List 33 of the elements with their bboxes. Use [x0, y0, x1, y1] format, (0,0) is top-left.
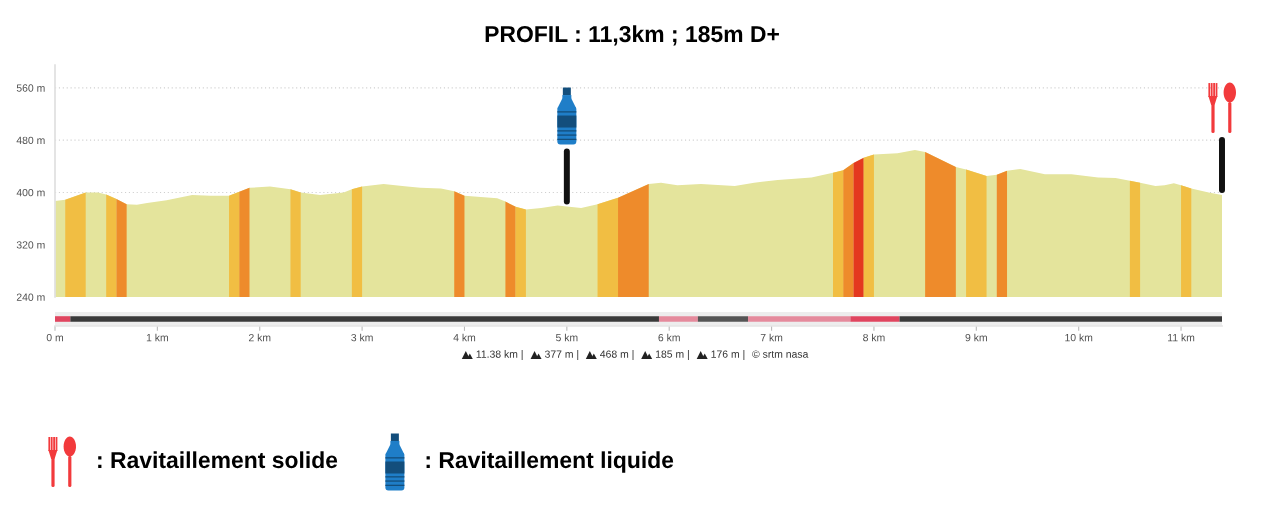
text: : Ravitaillement solide — [98, 451, 338, 469]
bar — [70, 316, 659, 322]
bar — [850, 316, 900, 322]
x-tick-label: 10 km — [1065, 333, 1093, 342]
x-tick-label: 7 km — [760, 333, 783, 342]
x-tick-label: 3 km — [351, 333, 373, 342]
y-tick-label: 320 m — [16, 241, 45, 249]
y-tick-label: 240 m — [16, 293, 45, 301]
x-tick-label: 5 km — [555, 333, 578, 342]
x-tick-label: 9 km — [965, 333, 987, 342]
x-tick-label: 4 km — [453, 333, 476, 342]
y-tick-label: 560 m — [16, 84, 45, 92]
text: 176 m | — [711, 350, 745, 360]
bar — [658, 316, 698, 322]
text: 468 m | — [600, 350, 634, 360]
x-tick-label: 11 km — [1168, 333, 1195, 342]
bar — [899, 316, 1222, 322]
text: : Ravitaillement liquide — [426, 451, 674, 473]
y-tick-label: 480 m — [16, 136, 45, 145]
bar — [55, 316, 71, 322]
x-tick-label: 8 km — [863, 333, 885, 342]
x-tick-label: 1 km — [146, 333, 168, 342]
text: © srtm nasa — [752, 350, 809, 358]
text: 11.38 km | — [476, 350, 523, 360]
bar — [697, 316, 749, 322]
text: 377 m | — [544, 350, 579, 360]
bar — [748, 316, 851, 322]
chart-title: PROFIL : 11,3km ; 185m D+ — [485, 25, 779, 46]
x-tick-label: 6 km — [658, 333, 680, 342]
y-tick-label: 400 m — [16, 188, 45, 197]
x-tick-label: 2 km — [248, 333, 271, 342]
x-tick-label: 0 m — [46, 333, 63, 342]
text: 185 m | — [655, 350, 689, 360]
